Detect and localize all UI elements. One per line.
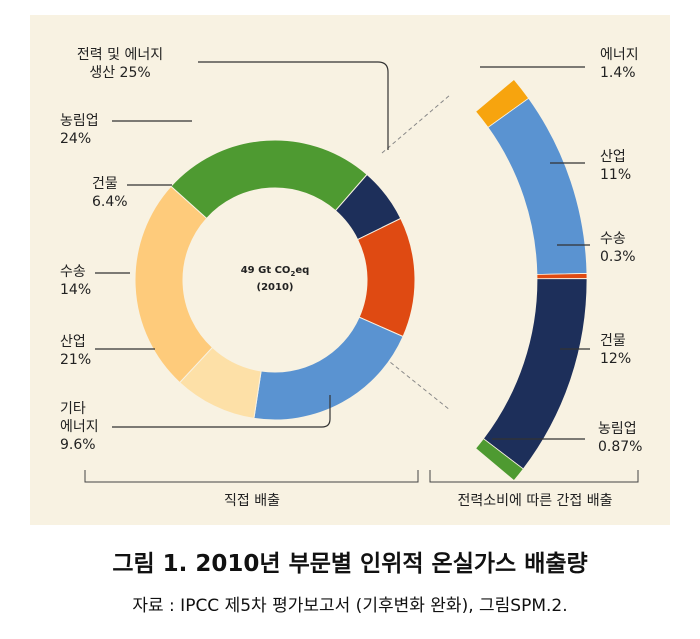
group-brackets bbox=[84, 470, 639, 483]
indirect-slice-agriculture bbox=[475, 438, 524, 482]
label-indirect-buildings: 건물 12% bbox=[600, 333, 631, 367]
center-label-line1: 49 Gt CO2eq bbox=[241, 265, 310, 278]
label-indirect-industry: 산업 11% bbox=[600, 149, 631, 183]
direct-slice-energy-supply bbox=[170, 139, 368, 220]
connector-lines bbox=[381, 94, 451, 411]
label-transport: 수송 14% bbox=[60, 264, 91, 298]
chart-svg: 전력 및 에너지 생산 25% 농림업 24% 건물 6.4% 수송 14% 산업 21% 기타 에너… bbox=[60, 47, 642, 509]
figure-source: 자료 : IPCC 제5차 평가보고서 (기후변화 완화), 그림SPM.2. bbox=[132, 596, 568, 616]
leader-energy-supply bbox=[198, 61, 389, 150]
label-indirect-agriculture: 농림업 0.87% bbox=[598, 421, 642, 455]
label-industry: 산업 21% bbox=[60, 334, 91, 368]
direct-group-label: 직접 배출 bbox=[224, 493, 280, 509]
direct-ring bbox=[134, 139, 416, 421]
figure-title: 그림 1. 2010년 부문별 인위적 온실가스 배출량 bbox=[112, 551, 588, 577]
center-label-line2: (2010) bbox=[257, 282, 294, 293]
direct-slice-transport bbox=[356, 217, 416, 338]
label-indirect-energy: 에너지 1.4% bbox=[600, 47, 639, 81]
label-buildings: 건물 6.4% bbox=[92, 176, 128, 210]
label-energy-supply: 전력 및 에너지 생산 25% bbox=[77, 47, 163, 81]
label-indirect-transport: 수송 0.3% bbox=[600, 231, 636, 265]
direct-slice-agriculture bbox=[134, 185, 214, 384]
leader-lines bbox=[95, 61, 590, 440]
direct-slice-industry bbox=[253, 316, 404, 421]
chart-figure: 전력 및 에너지 생산 25% 농림업 24% 건물 6.4% 수송 14% 산업 21% 기타 에너… bbox=[30, 15, 670, 525]
indirect-slice-transport bbox=[536, 273, 588, 280]
indirect-arc bbox=[475, 78, 588, 482]
leader-other-energy bbox=[112, 395, 331, 428]
label-agriculture: 농림업 24% bbox=[60, 113, 99, 147]
indirect-slice-buildings bbox=[482, 278, 588, 470]
indirect-group-label: 전력소비에 따른 간접 배출 bbox=[457, 493, 612, 509]
label-other-energy: 기타 에너지 9.6% bbox=[60, 401, 99, 453]
slice-labels: 전력 및 에너지 생산 25% 농림업 24% 건물 6.4% 수송 14% 산업 21% 기타 에너… bbox=[60, 47, 642, 455]
indirect-slice-industry bbox=[487, 97, 588, 275]
